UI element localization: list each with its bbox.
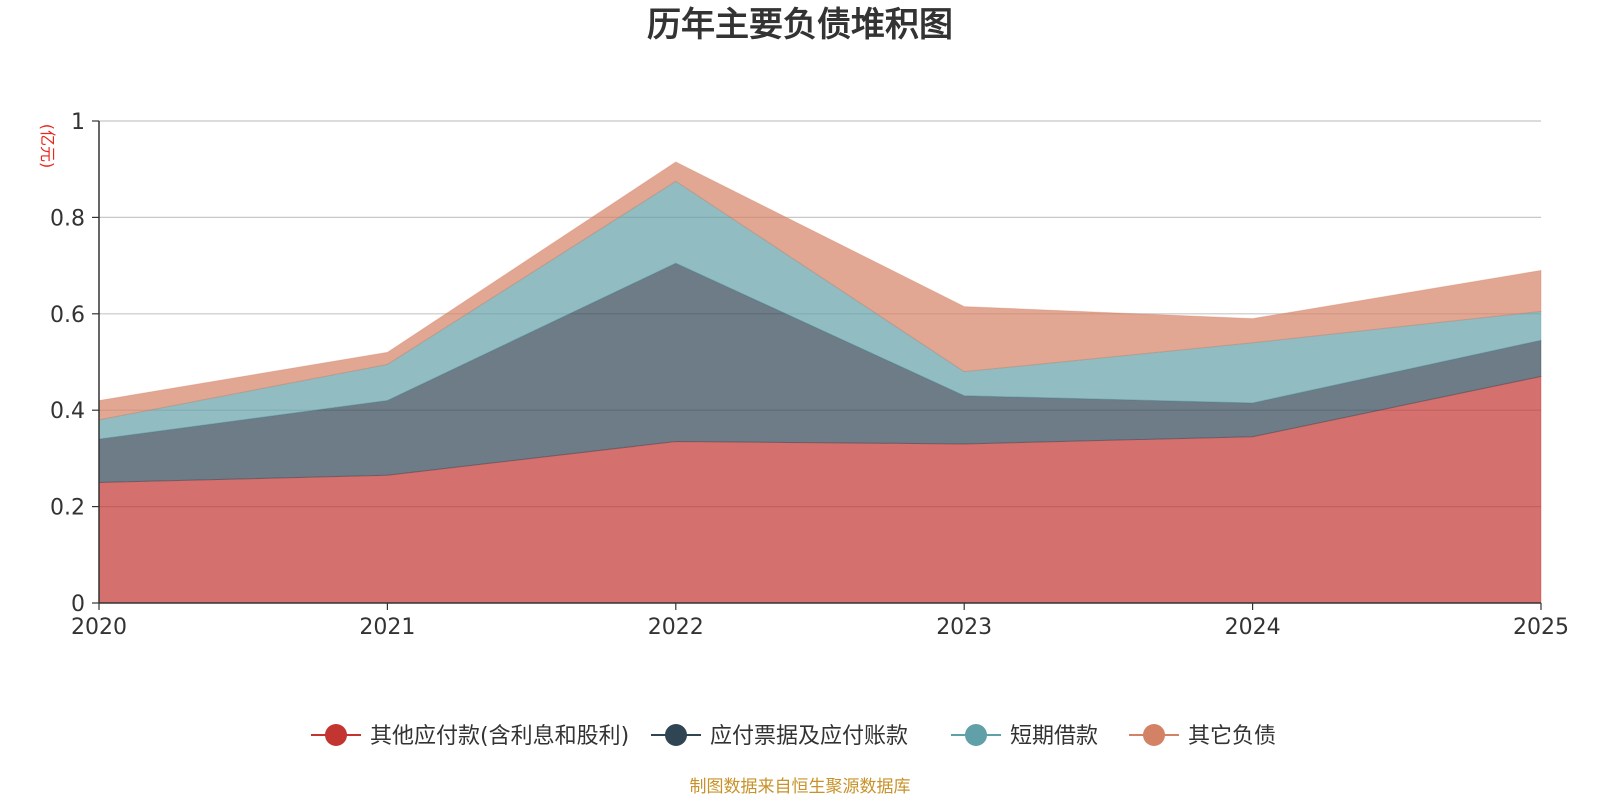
y-tick-label: 0.2 [50, 496, 85, 521]
legend-item-0[interactable]: 其他应付款(含利息和股利) [311, 724, 629, 749]
legend-dot-icon [325, 724, 347, 746]
area-series-3[interactable] [98, 161, 1542, 421]
y-tick-label: 0.4 [50, 399, 85, 424]
axes: 0 0.2 0.4 0.6 0.8 1 2020 2021 2022 2023 2024 2025 [50, 110, 1569, 640]
x-tick-label: 2021 [359, 615, 415, 640]
data-source-note: 制图数据来自恒生聚源数据库 [690, 777, 911, 797]
x-tick-label: 2020 [71, 615, 127, 640]
y-tick-label: 0.8 [50, 206, 85, 231]
legend-item-1[interactable]: 应付票据及应付账款 [651, 724, 908, 749]
y-tick-label: 0 [71, 592, 85, 617]
legend-dot-icon [665, 724, 687, 746]
x-tick-label: 2023 [936, 615, 992, 640]
y-tick-label: 0.6 [50, 303, 85, 328]
legend-label: 其他应付款(含利息和股利) [370, 724, 629, 749]
legend-dot-icon [1143, 724, 1165, 746]
x-tick-label: 2024 [1225, 615, 1281, 640]
x-tick-label: 2025 [1513, 615, 1569, 640]
legend: 其他应付款(含利息和股利) 应付票据及应付账款 短期借款 其它负债 [311, 724, 1276, 749]
y-axis-unit-label: (亿元) [38, 124, 57, 169]
legend-item-3[interactable]: 其它负债 [1129, 724, 1276, 749]
x-tick-label: 2022 [648, 615, 704, 640]
area-series-group [98, 161, 1542, 604]
legend-label: 短期借款 [1010, 724, 1098, 749]
chart-title: 历年主要负债堆积图 [647, 5, 953, 45]
y-tick-label: 1 [71, 110, 85, 135]
legend-item-2[interactable]: 短期借款 [951, 724, 1098, 749]
legend-label: 其它负债 [1188, 724, 1276, 749]
legend-dot-icon [965, 724, 987, 746]
legend-label: 应付票据及应付账款 [710, 724, 908, 749]
